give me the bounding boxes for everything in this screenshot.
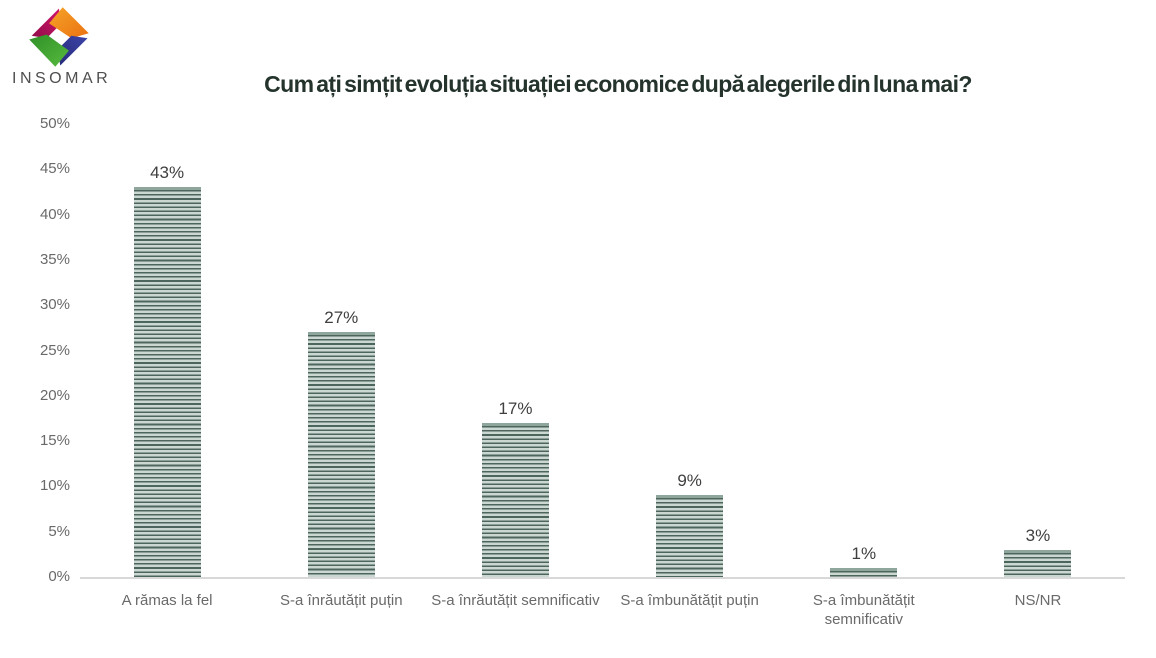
plot-area: 43% 27% 17% 9% 1% 3% [80, 124, 1125, 579]
insomar-logo-text: INSOMAR [12, 70, 112, 87]
y-axis-tick-label: 35% [39, 250, 70, 268]
bar-column: 1% [777, 544, 951, 577]
bar [656, 495, 724, 577]
y-axis-tick-label: 30% [39, 296, 70, 314]
bar [830, 567, 898, 577]
x-axis-labels: A rămas la fel S-a înrăutățit puțin S-a în… [80, 591, 1125, 629]
bar-value-label: 17% [498, 398, 533, 418]
bar-column: 43% [80, 163, 254, 577]
logo-ribbon-indigo [57, 35, 88, 66]
y-axis-tick-label: 45% [39, 160, 70, 178]
y-axis-tick-label: 20% [39, 386, 70, 404]
bar-column: 9% [603, 471, 777, 577]
x-axis-label: A rămas la fel [121, 592, 213, 609]
bar-value-label: 1% [851, 543, 877, 563]
bar [133, 187, 201, 577]
x-axis-label: S-a îmbunătățit semnificativ [812, 592, 915, 628]
bar-value-label: 3% [1025, 525, 1051, 545]
logo-ribbon-magenta [31, 8, 61, 39]
x-axis-label: NS/NR [1014, 592, 1062, 609]
logo-ribbon-green [29, 34, 69, 67]
y-axis-tick-label: 0% [48, 568, 70, 585]
chart-title: Cum ați simțit evoluția situației econom… [264, 71, 972, 97]
bar [481, 422, 549, 577]
bar-value-label: 9% [677, 471, 702, 491]
bar-column: 17% [428, 399, 602, 577]
y-axis: 0% 5% 10% 15% 20% 25% 30% 35% 40% 45% 50% [0, 115, 72, 585]
insomar-logo: INSOMAR [12, 6, 112, 88]
bar-value-label: 43% [150, 163, 185, 183]
x-axis-label: S-a îmbunătățit puțin [620, 592, 759, 609]
bar-chart: 0% 5% 10% 15% 20% 25% 30% 35% 40% 45% 50% 43% 27% 17… [0, 115, 1156, 644]
insomar-logo-icon [29, 7, 89, 67]
x-axis-label: S-a înrăutățit puțin [279, 592, 403, 609]
y-axis-tick-label: 5% [48, 522, 70, 540]
y-axis-tick-label: 15% [39, 432, 70, 450]
bar [307, 332, 375, 577]
logo-ribbon-orange [49, 7, 89, 39]
y-axis-tick-label: 50% [39, 115, 70, 132]
bar-value-label: 27% [324, 308, 359, 328]
y-axis-tick-label: 40% [39, 205, 70, 223]
y-axis-tick-label: 10% [39, 477, 70, 495]
bar-column: 27% [254, 308, 428, 577]
x-axis-label: S-a înrăutățit semnificativ [431, 592, 600, 609]
bar-column: 3% [951, 526, 1125, 577]
y-axis-tick-label: 25% [39, 341, 70, 359]
bar [1004, 549, 1072, 577]
